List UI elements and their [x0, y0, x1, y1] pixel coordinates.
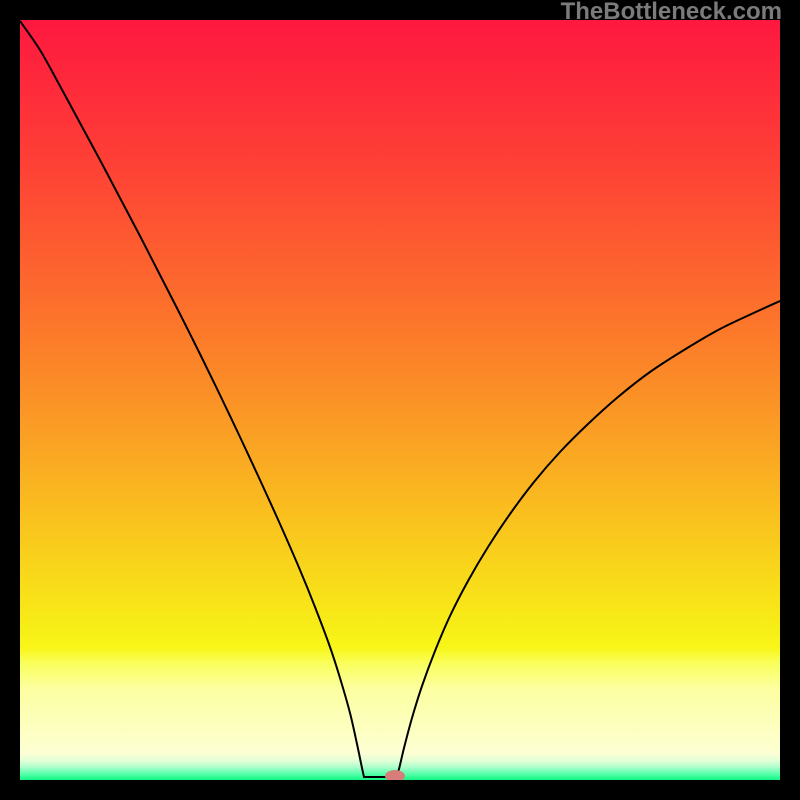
plot-background [20, 20, 780, 780]
watermark-text: TheBottleneck.com [561, 0, 782, 26]
optimum-marker [385, 770, 405, 782]
bottleneck-chart [0, 0, 800, 800]
